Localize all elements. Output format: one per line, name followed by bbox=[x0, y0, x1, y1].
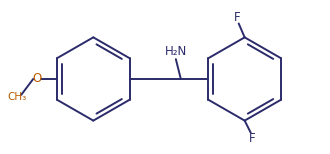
Text: O: O bbox=[33, 73, 42, 85]
Text: H₂N: H₂N bbox=[165, 45, 187, 58]
Text: F: F bbox=[249, 132, 256, 145]
Text: F: F bbox=[233, 11, 240, 24]
Text: CH₃: CH₃ bbox=[8, 92, 27, 102]
